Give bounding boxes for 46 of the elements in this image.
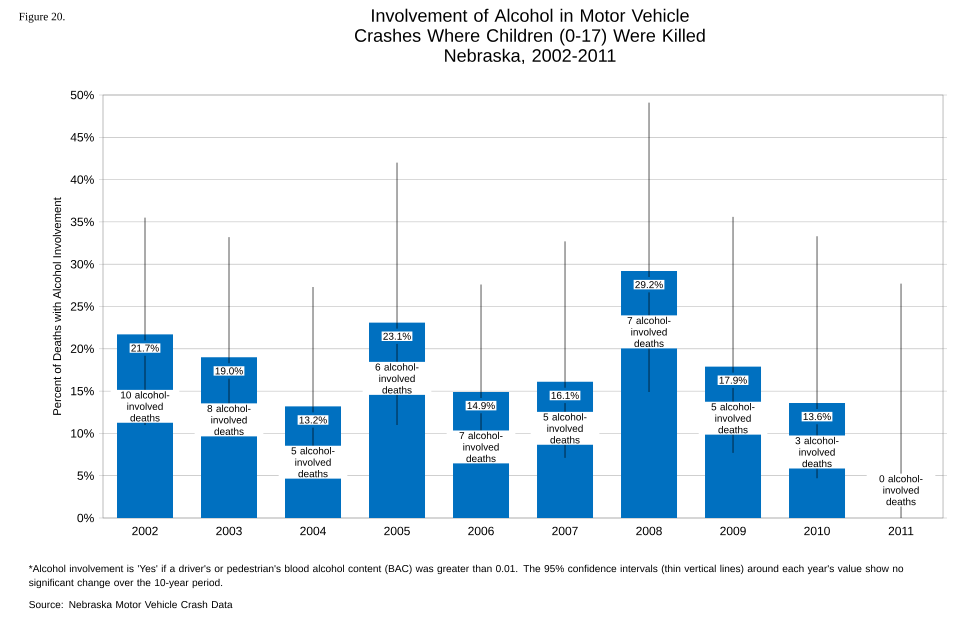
data-label: 16.1% [552, 392, 579, 400]
data-label: 23.1% [383, 332, 411, 340]
y-axis-title: Percent of Deaths with Alcohol Involvement [52, 197, 62, 415]
x-tick-label: 2006 [468, 526, 494, 536]
caption: Figure 20. [19, 12, 65, 23]
y-tick-label: 30% [70, 260, 94, 268]
data-label: 14.9% [468, 402, 495, 410]
y-tick-label: 35% [70, 218, 94, 226]
annotation: 3 alcohol-involved deaths [795, 436, 839, 468]
annotation: 10 alcohol-involved deaths [121, 391, 170, 422]
x-tick-label: 2011 [888, 526, 914, 536]
chart-subtitle: Nebraska, 2002-2011 [445, 48, 616, 64]
y-tick-label: 40% [70, 175, 94, 184]
annotation: 7 alcohol-involved deaths [628, 316, 671, 348]
x-tick-label: 2009 [720, 526, 746, 536]
y-tick-label: 10% [71, 429, 94, 438]
data-label: 13.6% [804, 413, 831, 420]
y-tick-label: 0% [77, 514, 94, 522]
data-label: 29.2% [635, 281, 663, 288]
annotation: 5 alcohol-involved deaths [543, 413, 587, 444]
annotation: 8 alcohol-involved deaths [207, 404, 251, 436]
annotation: 7 alcohol-involved deaths [460, 432, 503, 462]
x-tick-label: 2002 [132, 526, 158, 536]
y-tick-label: 20% [70, 344, 94, 354]
annotation: 0 alcohol-involved deaths [879, 474, 923, 506]
annotation: 6 alcohol-involved deaths [376, 363, 419, 394]
x-tick-label: 2008 [636, 526, 662, 536]
data-label: 21.7% [131, 344, 159, 352]
annotation: 5 alcohol-involved deaths [711, 403, 755, 434]
annotation: 5 alcohol-involved deaths [291, 447, 335, 478]
y-tick-label: 15% [71, 386, 94, 396]
text: *Alcohol involvement is 'Yes' if a driver's or pedestrian's blood alcohol content (BAC) was greater than 0.01. The 95% confidence intervals (thin vertical lines) around each year's value show no significant change over the 10-year period. [28, 564, 904, 588]
data-label: 13.2% [300, 416, 327, 424]
y-tick-label: 50% [70, 90, 94, 100]
y-tick-label: 45% [70, 133, 94, 142]
y-tick-label: 5% [77, 471, 94, 480]
source-note: Source: Nebraska Motor Vehicle Crash Data [29, 600, 233, 608]
x-tick-label: 2007 [552, 526, 578, 536]
x-tick-label: 2005 [384, 526, 410, 536]
data-label: 19.0% [216, 367, 243, 374]
x-tick-label: 2004 [300, 526, 326, 536]
x-tick-label: 2010 [804, 526, 830, 536]
chart-title: Involvement of Alcohol in Motor Vehicle Crashes Where Children (0-17) Were Killed [355, 8, 705, 46]
y-tick-label: 25% [70, 302, 94, 311]
data-label: 17.9% [720, 376, 747, 384]
x-tick-label: 2003 [216, 526, 242, 536]
